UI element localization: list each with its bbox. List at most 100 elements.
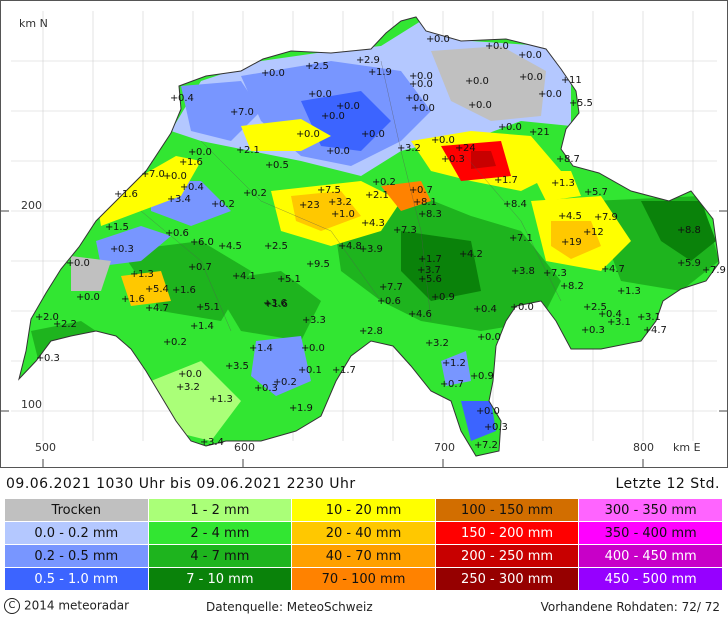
station-value-label: 0.4	[188, 182, 204, 193]
station-value-label: 2.1	[373, 190, 389, 201]
station-value-label: 1.5	[113, 222, 129, 233]
station-marker: +	[249, 343, 257, 354]
precipitation-field	[19, 17, 719, 456]
x-tick-600: 600	[234, 441, 255, 454]
station-marker: +	[556, 154, 564, 165]
station-value-label: 0.0	[171, 171, 187, 182]
station-marker: +	[76, 292, 84, 303]
station-value: +5.4	[145, 284, 169, 295]
axis-x-unit: km E	[673, 441, 701, 454]
station-marker: +	[232, 271, 240, 282]
station-value-label: 0.0	[527, 72, 543, 83]
station-value-label: 0.0	[329, 111, 345, 122]
station-value-label: 1.6	[272, 299, 288, 310]
station-marker: +	[397, 143, 405, 154]
station-value: +0.2	[372, 177, 396, 188]
station-marker: +	[163, 171, 171, 182]
station-value-label: 0.6	[173, 228, 189, 239]
station-marker: +	[299, 200, 307, 211]
station-value-label: 0.0	[506, 122, 522, 133]
station-value-label: 0.1	[306, 365, 322, 376]
station-marker: +	[409, 185, 417, 196]
station-value: +0.0	[66, 258, 90, 269]
station-value-label: 0.2	[281, 377, 297, 388]
station-marker: +	[418, 254, 426, 265]
station-value-label: 0.7	[448, 379, 464, 390]
station-value-label: 5.4	[153, 284, 169, 295]
legend-item: 40 - 70 mm	[292, 545, 436, 568]
station-value-label: 4.7	[609, 264, 625, 275]
station-marker: +	[306, 259, 314, 270]
station-value-label: 3.2	[336, 197, 352, 208]
station-marker: +	[361, 129, 369, 140]
station-value: +0.3	[110, 244, 134, 255]
station-marker: +	[167, 194, 175, 205]
station-value-label: 1.3	[138, 269, 154, 280]
station-marker: +	[702, 265, 710, 276]
station-value-label: 5.5	[577, 98, 593, 109]
station-value: +3.2	[328, 197, 352, 208]
station-marker: +	[209, 394, 217, 405]
station-marker: +	[36, 353, 44, 364]
station-value-label: 0.0	[485, 332, 501, 343]
station-marker: +	[264, 299, 272, 310]
station-value-label: 24	[463, 143, 476, 154]
legend-item: 350 - 400 mm	[579, 522, 723, 545]
station-value-label: 0.4	[606, 309, 622, 320]
station-marker: +	[411, 103, 419, 114]
station-value-label: 1.4	[257, 343, 273, 354]
station-value-label: 0.3	[262, 383, 278, 394]
legend-item: 20 - 40 mm	[292, 522, 436, 545]
station-marker: +	[511, 266, 519, 277]
station-value: +4.2	[459, 249, 483, 260]
station-value-label: 0.0	[526, 50, 542, 61]
station-marker: +	[176, 382, 184, 393]
station-value-label: 7.2	[482, 440, 498, 451]
station-value: +1.9	[289, 403, 313, 414]
station-value: +0.0	[308, 89, 332, 100]
legend-item: 450 - 500 mm	[579, 568, 723, 591]
station-value: +1.4	[190, 321, 214, 332]
station-value: +0.4	[170, 93, 194, 104]
station-value: +3.2	[397, 143, 421, 154]
station-value-label: 1.3	[217, 394, 233, 405]
station-value-label: 0.3	[118, 244, 134, 255]
station-value: +7.1	[509, 233, 533, 244]
station-value: +4.7	[601, 264, 625, 275]
station-value-label: 1.9	[297, 403, 313, 414]
station-value: +4.5	[558, 211, 582, 222]
station-value: +7.0	[141, 169, 165, 180]
station-marker: +	[538, 89, 546, 100]
station-value-label: 0.0	[439, 135, 455, 146]
station-marker: +	[298, 365, 306, 376]
station-value-label: 8.4	[511, 199, 527, 210]
station-value-label: 3.4	[208, 437, 224, 448]
station-value-label: 3.1	[645, 312, 661, 323]
station-value: +3.3	[302, 315, 326, 326]
station-marker: +	[165, 228, 173, 239]
station-value-label: 7.7	[387, 282, 403, 293]
station-value: +2.1	[365, 190, 389, 201]
station-value-label: 0.0	[493, 41, 509, 52]
station-value: +1.3	[130, 269, 154, 280]
station-value: +24	[455, 143, 476, 154]
station-value: +0.0	[426, 34, 450, 45]
station-marker: +	[359, 326, 367, 337]
station-value-label: 8.1	[421, 197, 437, 208]
station-marker: +	[413, 197, 421, 208]
station-marker: +	[643, 325, 651, 336]
station-marker: +	[211, 199, 219, 210]
station-value-label: 0.7	[196, 262, 212, 273]
station-value: +2.0	[35, 312, 59, 323]
station-value: +0.0	[431, 135, 455, 146]
station-value-label: 12	[591, 227, 604, 238]
station-value-label: 3.4	[175, 194, 191, 205]
station-marker: +	[289, 403, 297, 414]
station-value: +1.3	[209, 394, 233, 405]
station-value-label: 0.7	[417, 185, 433, 196]
station-value: +0.3	[441, 154, 465, 165]
station-value-label: 4.2	[467, 249, 483, 260]
station-value: +7.9	[594, 212, 618, 223]
legend-item: 0.2 - 0.5 mm	[5, 545, 149, 568]
station-value-label: 7.9	[602, 212, 618, 223]
